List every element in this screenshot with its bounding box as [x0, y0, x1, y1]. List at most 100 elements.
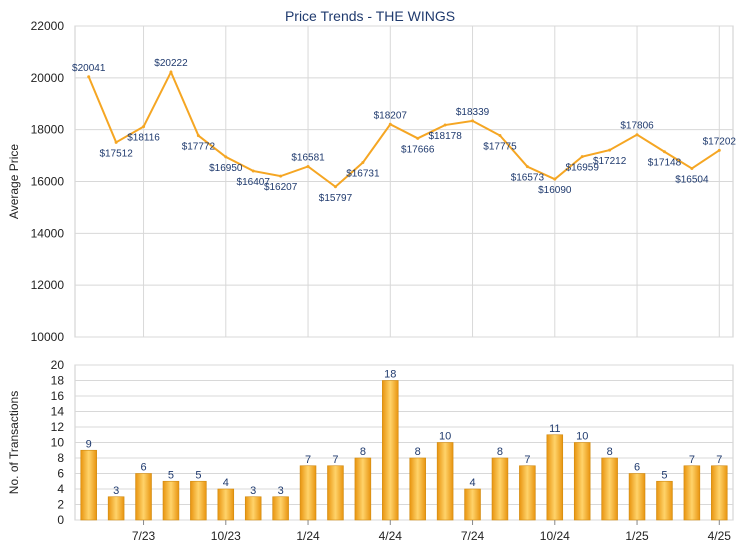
- price-y-tick-label: 18000: [31, 123, 65, 137]
- transaction-bar: [464, 488, 481, 521]
- bar-value-label: 6: [140, 462, 146, 474]
- bar-value-label: 9: [86, 438, 92, 450]
- bar-value-label: 11: [549, 423, 560, 435]
- bar-value-label: 3: [113, 485, 119, 497]
- x-tick-label: 10/23: [211, 529, 241, 543]
- x-tick-label: 7/24: [461, 529, 485, 543]
- price-y-tick-label: 12000: [31, 278, 65, 292]
- bar-value-label: 4: [469, 477, 475, 489]
- price-data-label: $16090: [538, 185, 572, 196]
- price-point: [443, 123, 447, 127]
- price-data-label: $20222: [154, 58, 188, 69]
- transaction-bar: [244, 496, 262, 521]
- bar-value-label: 10: [576, 431, 588, 443]
- transaction-bar: [190, 480, 207, 521]
- x-tick-label: 4/24: [379, 529, 403, 543]
- price-y-tick-label: 16000: [31, 175, 65, 189]
- price-data-label: $18339: [456, 107, 490, 118]
- price-data-label: $17148: [648, 158, 682, 169]
- price-point: [580, 155, 584, 159]
- bar-value-label: 7: [689, 454, 695, 466]
- price-point: [306, 164, 310, 168]
- x-tick-label: 4/25: [708, 529, 732, 543]
- bar-y-tick-label: 14: [51, 405, 65, 419]
- price-point: [169, 70, 173, 74]
- transaction-bar: [354, 457, 372, 521]
- bar-value-label: 18: [384, 369, 396, 381]
- transaction-bar: [683, 465, 701, 521]
- price-point: [361, 161, 365, 165]
- price-y-axis-title: Average Price: [7, 144, 21, 219]
- price-data-label: $17806: [620, 121, 654, 132]
- bar-y-tick-label: 16: [51, 389, 65, 403]
- bar-value-label: 7: [524, 454, 530, 466]
- transaction-bar: [601, 457, 618, 521]
- price-y-tick-label: 20000: [31, 71, 65, 85]
- price-point: [662, 150, 666, 154]
- price-point: [525, 165, 529, 169]
- transaction-bar: [327, 465, 344, 521]
- transaction-bar: [80, 449, 97, 521]
- price-point: [142, 125, 146, 129]
- bar-y-tick-label: 18: [51, 374, 65, 388]
- bar-value-label: 10: [439, 431, 451, 443]
- bar-value-label: 8: [497, 446, 503, 458]
- price-data-label: $16731: [346, 169, 380, 180]
- price-data-label: $18116: [127, 133, 160, 144]
- transaction-bar: [519, 465, 536, 521]
- bar-value-label: 4: [223, 477, 229, 489]
- x-tick-label: 1/24: [296, 529, 320, 543]
- bar-value-label: 5: [661, 469, 667, 481]
- price-point: [196, 134, 200, 138]
- price-point: [388, 122, 392, 126]
- price-data-label: $16581: [291, 152, 325, 163]
- transaction-bar: [573, 442, 591, 521]
- price-data-label: $17212: [593, 156, 627, 167]
- bar-y-tick-label: 6: [57, 467, 64, 481]
- bar-value-label: 5: [168, 469, 174, 481]
- bar-y-tick-label: 20: [51, 358, 65, 372]
- bar-y-tick-label: 8: [57, 451, 64, 465]
- price-series-line: [87, 69, 720, 189]
- price-data-label: $20041: [72, 63, 106, 74]
- bar-value-label: 7: [716, 454, 722, 466]
- transaction-bar: [491, 457, 509, 521]
- transaction-bar: [135, 473, 152, 521]
- price-point: [608, 148, 612, 152]
- price-data-label: $16407: [237, 177, 271, 188]
- bar-value-label: 3: [278, 485, 284, 497]
- price-data-label: $16504: [675, 174, 709, 185]
- bar-y-axis-title: No. of Transactions: [7, 391, 21, 494]
- transaction-bar: [711, 465, 728, 521]
- bar-y-tick-label: 0: [57, 513, 64, 527]
- bar-value-label: 6: [634, 462, 640, 474]
- price-data-label: $16207: [264, 182, 298, 193]
- transaction-bar: [272, 496, 289, 521]
- bar-y-tick-label: 10: [51, 436, 65, 450]
- bar-value-label: 8: [607, 446, 613, 458]
- price-data-label: $16950: [209, 163, 243, 174]
- bar-y-tick-label: 2: [57, 498, 64, 512]
- price-point: [498, 133, 502, 137]
- price-data-label: $15797: [319, 193, 353, 204]
- transaction-bar: [628, 473, 646, 521]
- price-point: [333, 185, 337, 189]
- bar-value-label: 3: [250, 485, 256, 497]
- bar-y-tick-label: 4: [57, 482, 64, 496]
- transaction-bar: [299, 465, 317, 521]
- price-data-label: $18207: [374, 110, 408, 121]
- transaction-bar: [546, 434, 564, 521]
- bar-value-label: 8: [415, 446, 421, 458]
- price-point: [114, 140, 118, 144]
- price-data-label: $17775: [483, 141, 517, 152]
- transaction-bar: [409, 457, 426, 521]
- price-line-panel: 10000 12000 14000 16000 18000 20000 22000 Avera…: [7, 19, 736, 344]
- bar-value-label: 7: [332, 454, 338, 466]
- bar-value-label: 5: [195, 469, 201, 481]
- price-data-label: $17202: [703, 136, 737, 147]
- price-point: [87, 75, 91, 79]
- transaction-bar: [656, 480, 673, 521]
- price-y-tick-label: 10000: [31, 330, 65, 344]
